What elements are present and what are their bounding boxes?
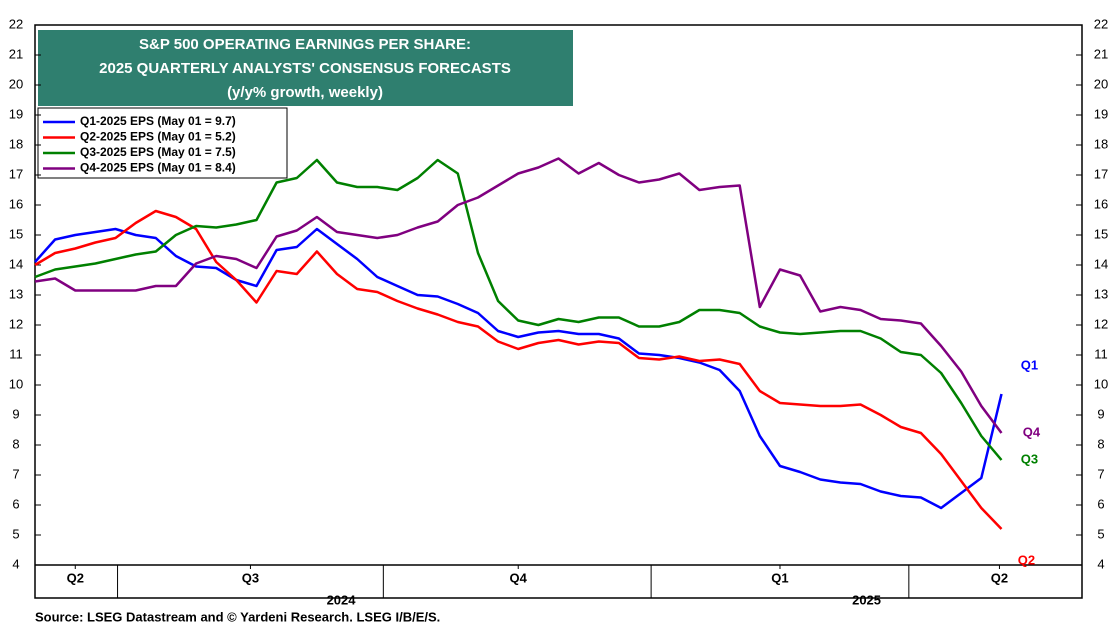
y-tick-label: 10 [9, 376, 23, 391]
chart-title: 2025 QUARTERLY ANALYSTS' CONSENSUS FOREC… [99, 60, 511, 77]
x-tick-label: Q1 [771, 570, 788, 585]
end-label: Q3 [1021, 451, 1038, 466]
y2-tick-label: 16 [1094, 196, 1108, 211]
y2-tick-label: 4 [1097, 556, 1104, 571]
year-label: 2024 [327, 592, 357, 607]
y2-tick-label: 8 [1097, 436, 1104, 451]
source: Source: LSEG Datastream and © Yardeni Re… [35, 609, 440, 624]
legend-label: Q4-2025 EPS (May 01 = 8.4) [80, 161, 236, 175]
legend-label: Q1-2025 EPS (May 01 = 9.7) [80, 114, 236, 128]
legend-label: Q3-2025 EPS (May 01 = 7.5) [80, 145, 236, 159]
chart-subtitle: (y/y% growth, weekly) [227, 84, 383, 101]
y-tick-label: 19 [9, 106, 23, 121]
y-tick-label: 16 [9, 196, 23, 211]
year-label: 2025 [852, 592, 881, 607]
title-box [38, 30, 573, 106]
x-tick-label: Q2 [67, 570, 84, 585]
y-tick-label: 17 [9, 166, 23, 181]
y-tick-label: 22 [9, 16, 23, 31]
y2-tick-label: 11 [1094, 346, 1108, 361]
y-tick-label: 6 [12, 496, 19, 511]
y2-tick-label: 12 [1094, 316, 1108, 331]
y-tick-label: 7 [12, 466, 19, 481]
plot-frame [34, 24, 1083, 599]
x-tick-label: Q2 [991, 570, 1008, 585]
y2-tick-label: 6 [1097, 496, 1104, 511]
y2-tick-label: 20 [1094, 76, 1108, 91]
y2-tick-label: 10 [1094, 376, 1108, 391]
y2-tick-label: 13 [1094, 286, 1108, 301]
y-tick-label: 15 [9, 226, 23, 241]
y-tick-label: 9 [12, 406, 19, 421]
y-tick-label: 18 [9, 136, 23, 151]
legend-label: Q2-2025 EPS (May 01 = 5.2) [80, 130, 236, 144]
y2-tick-label: 17 [1094, 166, 1108, 181]
x-tick-label: Q4 [510, 570, 528, 585]
y-tick-label: 11 [9, 346, 23, 361]
y-tick-label: 12 [9, 316, 23, 331]
y2-tick-label: 7 [1097, 466, 1104, 481]
y2-tick-label: 15 [1094, 226, 1108, 241]
end-label: Q1 [1021, 357, 1038, 372]
legend-box [37, 107, 288, 179]
y-tick-label: 13 [9, 286, 23, 301]
y2-tick-label: 9 [1097, 406, 1104, 421]
series-line [34, 209, 1003, 530]
y-tick-label: 4 [12, 556, 19, 571]
y2-tick-label: 5 [1097, 526, 1104, 541]
y-tick-label: 14 [9, 256, 23, 271]
y2-tick-label: 22 [1094, 16, 1108, 31]
y2-tick-label: 19 [1094, 106, 1108, 121]
y2-tick-label: 14 [1094, 256, 1108, 271]
y2-tick-label: 18 [1094, 136, 1108, 151]
y2-tick-label: 21 [1094, 46, 1108, 61]
series-line [34, 157, 1003, 434]
y-tick-label: 21 [9, 46, 23, 61]
x-tick-label: Q3 [242, 570, 259, 585]
y-tick-label: 20 [9, 76, 23, 91]
series-line [34, 227, 1003, 510]
end-label: Q2 [1018, 552, 1035, 567]
y-tick-label: 5 [12, 526, 19, 541]
end-label: Q4 [1023, 424, 1041, 439]
series-line [34, 158, 1003, 461]
y-tick-label: 8 [12, 436, 19, 451]
chart-title: S&P 500 OPERATING EARNINGS PER SHARE: [139, 36, 471, 53]
